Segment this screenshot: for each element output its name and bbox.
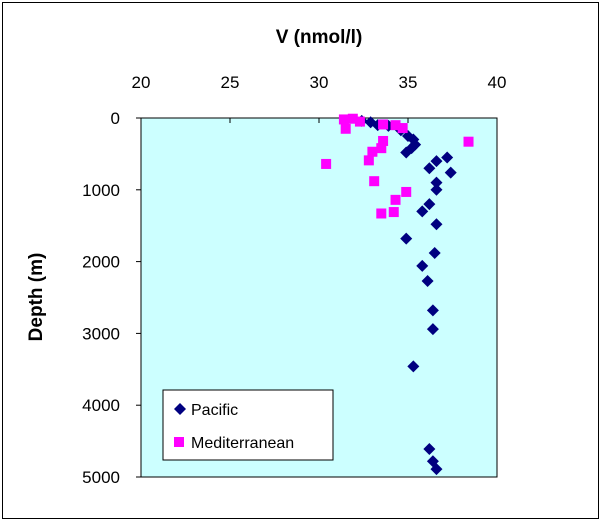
y-axis-title: Depth (m) [26,253,47,342]
mediterranean-point [397,123,408,134]
x-tick-label: 30 [310,73,329,92]
legend-mediterranean-marker [174,437,184,447]
mediterranean-point [378,135,389,146]
mediterranean-point [390,120,401,131]
axis-ticks: 20 25 30 35 40 0 1000 2000 3000 4000 5000 [82,73,506,487]
mediterranean-point [363,155,374,166]
pacific-point [430,155,443,168]
mediterranean-point [376,143,387,154]
x-tick-label: 25 [221,73,240,92]
pacific-point [423,442,436,455]
legend-box [162,389,334,461]
pacific-point [400,146,413,159]
pacific-point [430,176,443,189]
pacific-point [416,205,429,218]
pacific-point [416,259,429,272]
legend-pacific-label: Pacific [191,402,238,419]
mediterranean-point [338,114,349,125]
mediterranean-point [463,136,474,147]
y-tick-label: 1000 [82,181,120,200]
pacific-point [426,304,439,317]
mediterranean-point [354,116,365,127]
data-points [321,113,474,476]
mediterranean-point [369,176,380,187]
pacific-point [441,151,454,164]
scatter-chart: V (nmol/l) Depth (m) 20 25 30 35 40 0 1000 2000… [26,27,506,487]
pacific-point [444,166,457,179]
legend-mediterranean-label: Mediterranean [191,435,294,452]
pacific-point [421,274,434,287]
pacific-point [426,323,439,336]
mediterranean-point [367,146,378,157]
y-tick-label: 3000 [82,324,120,343]
pacific-point [428,246,441,259]
mediterranean-point [321,158,332,169]
mediterranean-point [378,119,389,130]
pacific-point [430,218,443,231]
pacific-point [407,360,420,373]
pacific-point [423,198,436,211]
x-tick-label: 20 [132,73,151,92]
y-tick-label: 5000 [82,468,120,487]
pacific-point [430,463,443,476]
mediterranean-point [388,207,399,218]
mediterranean-point [347,113,358,124]
mediterranean-point [340,123,351,134]
pacific-point [430,183,443,196]
mediterranean-point [390,194,401,205]
legend-pacific-marker [174,403,186,415]
pacific-point [423,162,436,175]
mediterranean-point [401,186,412,197]
x-tick-label: 35 [399,73,418,92]
x-tick-label: 40 [488,73,507,92]
pacific-point [400,232,413,245]
mediterranean-point [376,208,387,219]
y-tick-label: 0 [111,109,120,128]
y-tick-label: 2000 [82,253,120,272]
y-tick-label: 4000 [82,396,120,415]
chart-frame: V (nmol/l) Depth (m) 20 25 30 35 40 0 1000 2000… [2,2,599,519]
legend: Pacific Mediterranean [162,389,334,461]
x-axis-title: V (nmol/l) [276,27,363,48]
